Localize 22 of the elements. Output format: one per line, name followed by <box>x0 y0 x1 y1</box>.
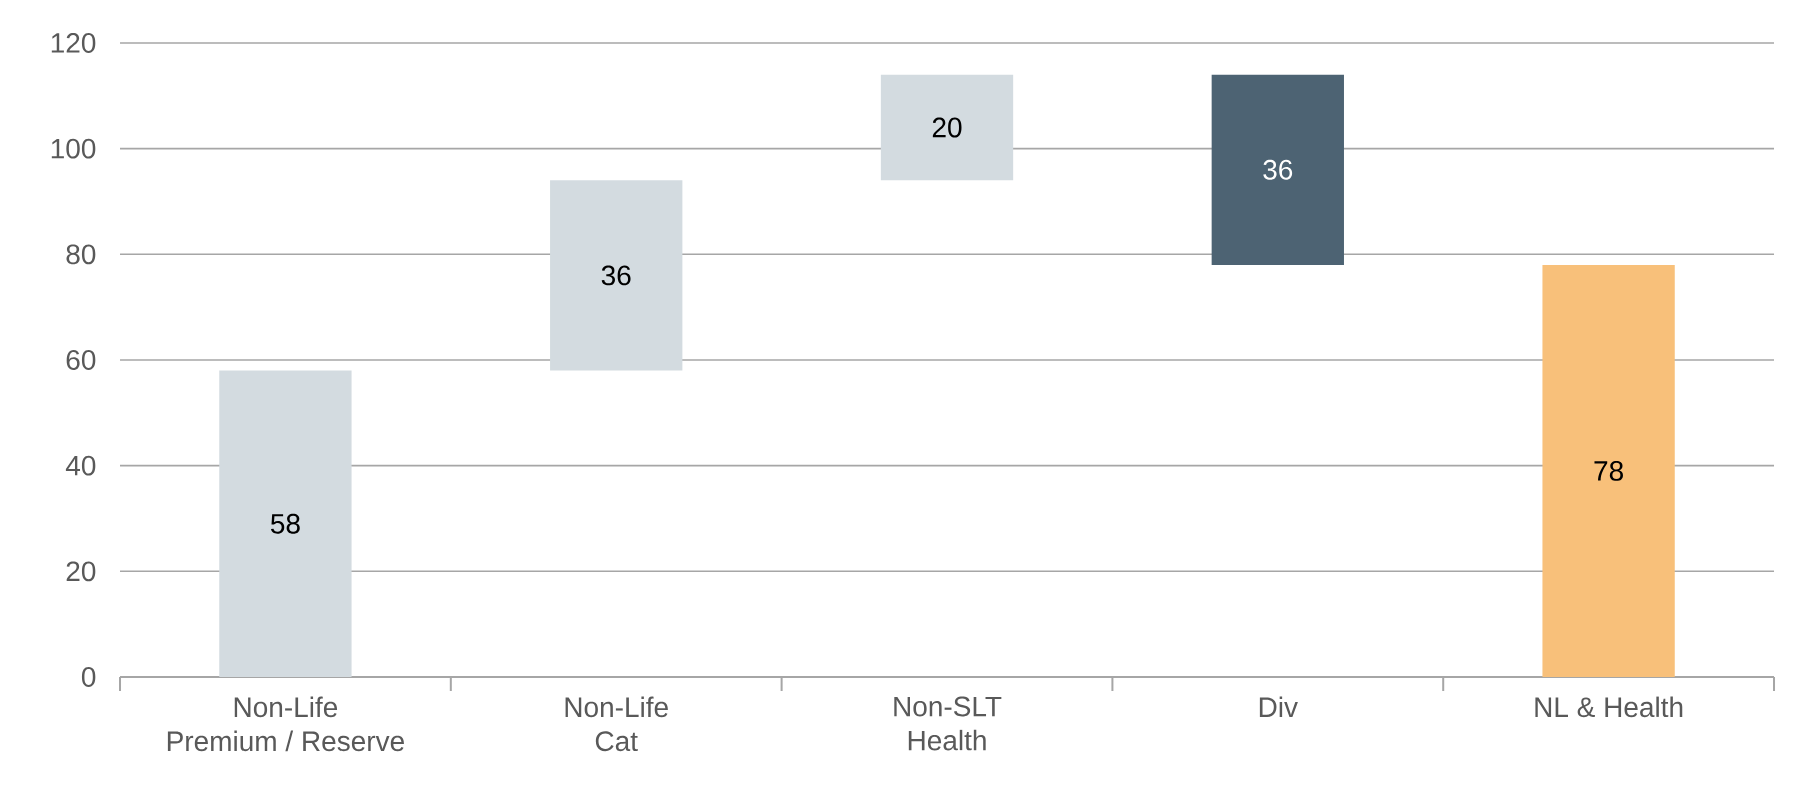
data-label: 20 <box>932 117 962 138</box>
y-tick-label: 80 <box>66 244 96 265</box>
data-label: 58 <box>270 513 300 534</box>
bar <box>880 74 1014 181</box>
y-tick-label: 60 <box>66 350 96 370</box>
x-tick-label: Non-SLT Health <box>894 696 1002 751</box>
y-tick-label: 100 <box>51 138 96 159</box>
y-tick-label: 0 <box>81 667 96 687</box>
data-label: 36 <box>1263 159 1293 180</box>
x-tick-label: Non-Life Premium / Reserve <box>167 696 404 752</box>
x-tick-label: Non-Life Cat <box>565 696 668 752</box>
bar <box>219 370 352 677</box>
bar <box>1542 264 1675 677</box>
bar <box>550 180 683 371</box>
y-tick-label: 40 <box>65 455 96 476</box>
data-label: 36 <box>601 265 631 286</box>
y-tick-label: 120 <box>51 33 96 53</box>
bar <box>1211 74 1344 265</box>
data-label: 78 <box>1594 461 1623 481</box>
x-tick-label: Div <box>1259 696 1298 717</box>
y-tick-label: 20 <box>66 561 96 582</box>
x-tick-label: NL & Health <box>1535 696 1683 718</box>
